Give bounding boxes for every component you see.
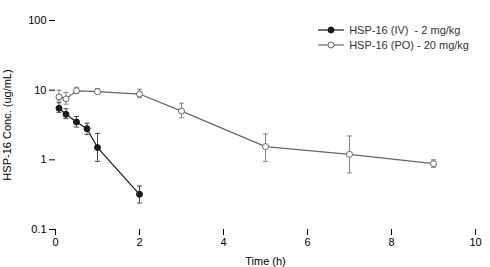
svg-text:2: 2 — [136, 236, 142, 248]
svg-text:HSP-16 Conc. (ug/mL): HSP-16 Conc. (ug/mL) — [1, 69, 13, 180]
svg-text:0: 0 — [52, 236, 58, 248]
svg-text:10: 10 — [34, 84, 46, 96]
html-text:HSP-16 (PO) - 20 mg/kg: HSP-16 (PO) - 20 mg/kg — [349, 39, 469, 51]
svg-text:1: 1 — [40, 153, 46, 165]
svg-text:8: 8 — [388, 236, 394, 248]
svg-text:10: 10 — [469, 236, 481, 248]
svg-text:Time (h): Time (h) — [245, 255, 286, 267]
html-text:HSP-16 (IV) - 2 mg/kg: HSP-16 (IV) - 2 mg/kg — [349, 24, 461, 36]
svg-text:4: 4 — [220, 236, 226, 248]
svg-text:0.1: 0.1 — [31, 223, 46, 235]
svg-text:100: 100 — [28, 14, 46, 26]
svg-text:6: 6 — [304, 236, 310, 248]
